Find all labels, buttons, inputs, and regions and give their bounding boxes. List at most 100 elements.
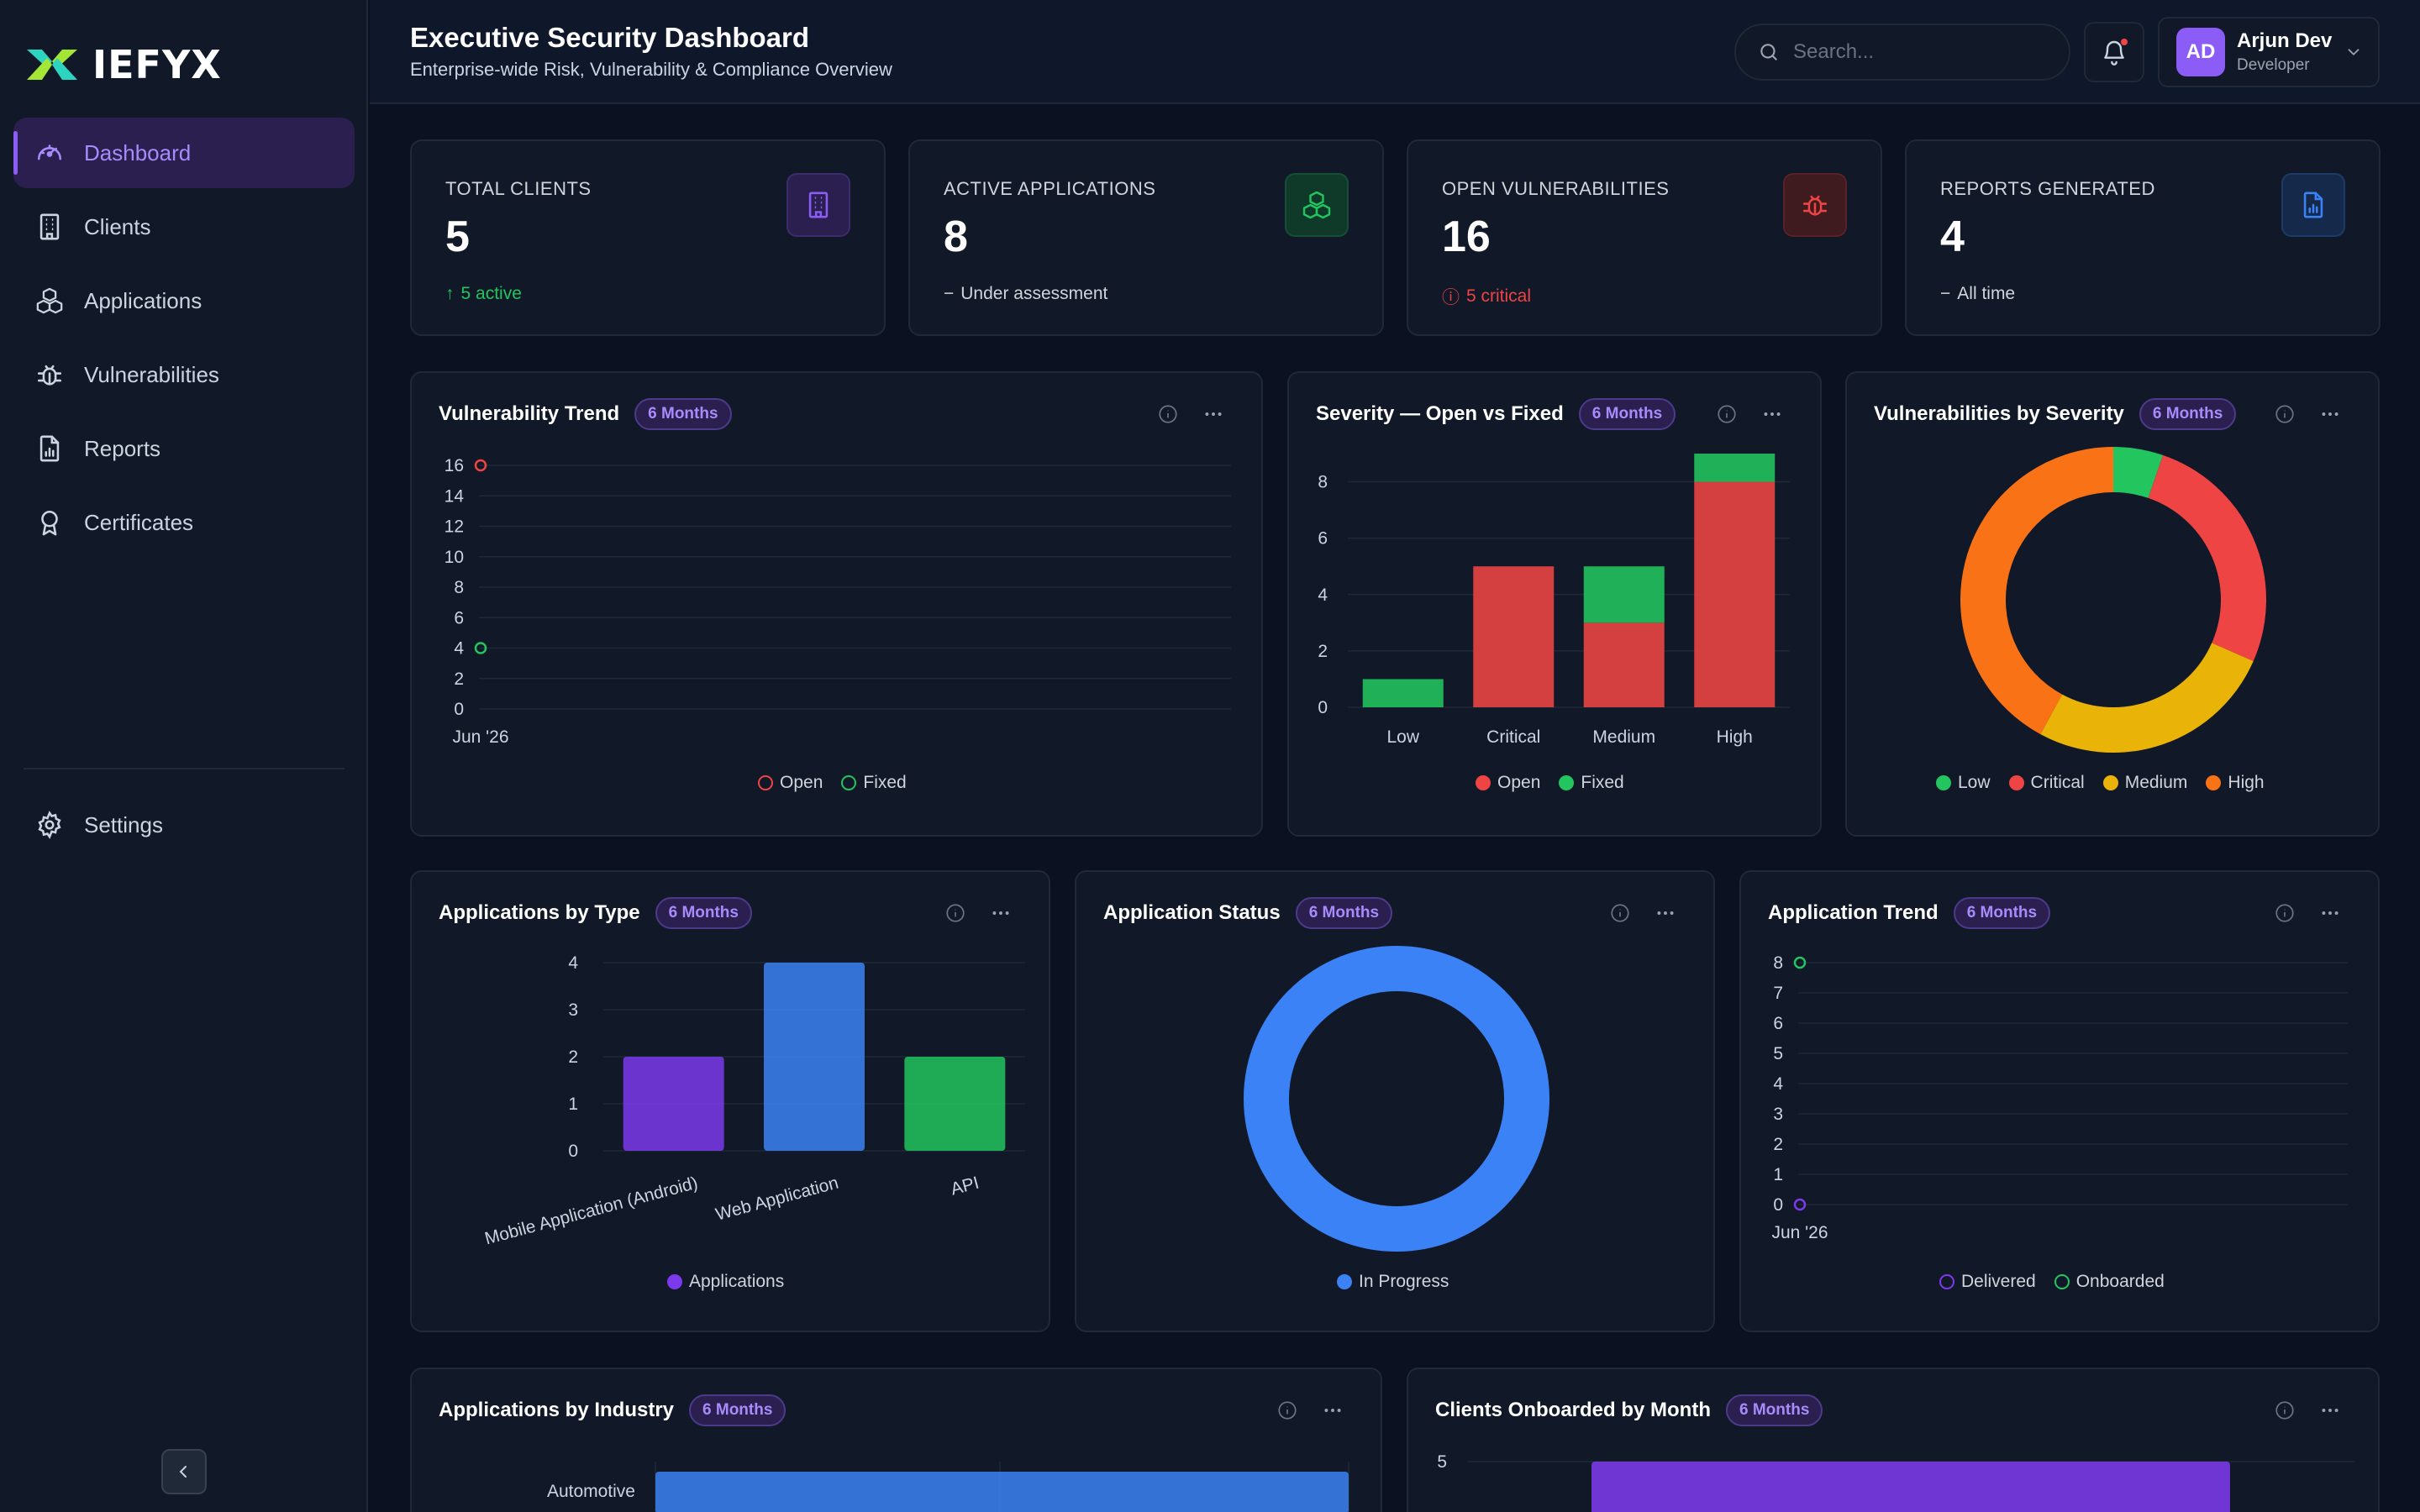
x-tick-label: Mobile Application (Android) — [482, 1173, 700, 1249]
top-header: Executive Security Dashboard Enterprise-… — [370, 0, 2420, 104]
stat-label: REPORTS GENERATED — [1940, 178, 2155, 199]
sidebar-item-label: Applications — [84, 287, 203, 313]
info-icon[interactable] — [944, 902, 966, 924]
y-tick-label: 1 — [568, 1095, 578, 1114]
legend-item-fixed[interactable]: Fixed — [1559, 773, 1624, 793]
info-icon[interactable] — [2274, 1399, 2296, 1421]
panel-title: Application Trend — [1768, 901, 1939, 924]
chevron-left-icon — [179, 1466, 187, 1478]
time-range-badge[interactable]: 6 Months — [1578, 398, 1676, 430]
legend-item-low[interactable]: Low — [1936, 773, 1991, 793]
x-tick-label: Low — [1386, 727, 1419, 747]
panel-header: Applications by Type 6 Months — [439, 897, 752, 929]
collapse-sidebar-button[interactable] — [161, 1449, 207, 1494]
time-range-badge[interactable]: 6 Months — [1726, 1394, 1823, 1426]
sidebar-item-certificates[interactable]: Certificates — [13, 487, 355, 558]
brand-name: IEFYX — [92, 42, 222, 87]
award-icon — [35, 508, 64, 537]
info-icon[interactable] — [1716, 403, 1738, 425]
bug-icon — [35, 360, 64, 389]
bar-clients-onboarded — [1591, 1462, 2230, 1512]
sidebar-item-dashboard[interactable]: Dashboard — [13, 118, 355, 188]
info-icon[interactable] — [2274, 403, 2296, 425]
panel-actions — [1609, 902, 1676, 924]
panel-header: Vulnerability Trend 6 Months — [439, 398, 732, 430]
info-icon[interactable] — [1609, 902, 1631, 924]
panel-actions — [1716, 403, 1783, 425]
more-icon[interactable] — [2319, 403, 2341, 425]
user-role: Developer — [2237, 56, 2310, 74]
legend-item-onboarded[interactable]: Onboarded — [2054, 1272, 2165, 1292]
bar-automotive — [655, 1472, 1349, 1512]
sidebar-item-label: Reports — [84, 435, 161, 461]
legend-item-open[interactable]: Open — [758, 773, 823, 793]
iefyx-logo-icon — [27, 50, 77, 80]
sidebar-item-settings[interactable]: Settings — [13, 790, 355, 860]
y-tick-label: 6 — [1773, 1014, 1783, 1033]
search-input[interactable] — [1793, 40, 2045, 64]
search-box[interactable] — [1734, 24, 2070, 81]
panel-title: Vulnerabilities by Severity — [1874, 402, 2124, 425]
user-menu[interactable]: AD Arjun Dev Developer — [2158, 17, 2380, 87]
boxes-icon — [35, 286, 64, 315]
y-tick-label: 14 — [445, 486, 465, 506]
time-range-badge[interactable]: 6 Months — [1295, 897, 1393, 929]
panel-title: Clients Onboarded by Month — [1435, 1399, 1711, 1421]
stat-value: 5 — [445, 213, 470, 261]
panel-title: Vulnerability Trend — [439, 402, 620, 425]
more-icon[interactable] — [1322, 1399, 1344, 1421]
more-icon[interactable] — [990, 902, 1012, 924]
brand-logo[interactable]: IEFYX — [25, 42, 222, 87]
panel-clients-onboarded-by-month: Clients Onboarded by Month 6 Months 5 — [1407, 1368, 2380, 1512]
chart-legend: Open Fixed — [1476, 773, 1624, 793]
sidebar-item-reports[interactable]: Reports — [13, 413, 355, 484]
legend-item-medium[interactable]: Medium — [2102, 773, 2187, 793]
sidebar-item-clients[interactable]: Clients — [13, 192, 355, 262]
notifications-button[interactable] — [2084, 22, 2144, 82]
data-point-onboarded — [1793, 956, 1807, 969]
x-tick-label: High — [1717, 727, 1753, 747]
legend-item-applications[interactable]: Applications — [667, 1272, 784, 1292]
more-icon[interactable] — [1761, 403, 1783, 425]
info-icon[interactable] — [2274, 902, 2296, 924]
legend-item-in-progress[interactable]: In Progress — [1337, 1272, 1449, 1292]
panel-header: Application Trend 6 Months — [1768, 897, 2051, 929]
bar-fixed-low — [1362, 679, 1444, 707]
time-range-badge[interactable]: 6 Months — [2139, 398, 2237, 430]
donut-slice — [1960, 447, 2114, 735]
legend-item-delivered[interactable]: Delivered — [1939, 1272, 2036, 1292]
y-tick-label: 4 — [1318, 585, 1328, 605]
more-icon[interactable] — [1202, 403, 1224, 425]
legend-item-high[interactable]: High — [2206, 773, 2265, 793]
search-icon — [1760, 44, 1777, 60]
more-icon[interactable] — [1655, 902, 1676, 924]
more-icon[interactable] — [2319, 902, 2341, 924]
stat-card-total-clients: TOTAL CLIENTS 5 ↑ 5 active — [410, 139, 886, 336]
stat-sub-text: All time — [1957, 284, 2016, 303]
sidebar-item-vulnerabilities[interactable]: Vulnerabilities — [13, 339, 355, 410]
panel-applications-by-industry: Applications by Industry 6 Months Automo… — [410, 1368, 1382, 1512]
stat-sub-text: 5 active — [460, 284, 522, 303]
sidebar-item-applications[interactable]: Applications — [13, 265, 355, 336]
time-range-badge[interactable]: 6 Months — [634, 398, 732, 430]
time-range-badge[interactable]: 6 Months — [655, 897, 752, 929]
y-tick-label: 3 — [1773, 1105, 1783, 1124]
legend-item-critical[interactable]: Critical — [2008, 773, 2085, 793]
time-range-badge[interactable]: 6 Months — [1953, 897, 2051, 929]
stat-value: 4 — [1940, 213, 1965, 261]
y-tick-label: 8 — [1318, 473, 1328, 492]
time-range-badge[interactable]: 6 Months — [689, 1394, 786, 1426]
legend-item-open[interactable]: Open — [1476, 773, 1540, 793]
bar-open-medium — [1583, 622, 1665, 707]
legend-item-fixed[interactable]: Fixed — [841, 773, 907, 793]
info-icon[interactable] — [1157, 403, 1179, 425]
panel-vulnerabilities-by-severity: Vulnerabilities by Severity 6 Months Low… — [1845, 371, 2380, 837]
more-icon[interactable] — [2319, 1399, 2341, 1421]
bar-fixed-medium — [1583, 566, 1665, 623]
y-tick-label: 4 — [454, 639, 464, 659]
y-tick-label: 12 — [445, 517, 464, 537]
user-info: Arjun Dev Developer — [2237, 29, 2332, 75]
info-icon[interactable] — [1276, 1399, 1298, 1421]
panel-title: Application Status — [1103, 901, 1281, 924]
panel-application-trend: Application Trend 6 Months 0 1 2 3 4 5 6 7 8 Jun … — [1739, 870, 2380, 1332]
